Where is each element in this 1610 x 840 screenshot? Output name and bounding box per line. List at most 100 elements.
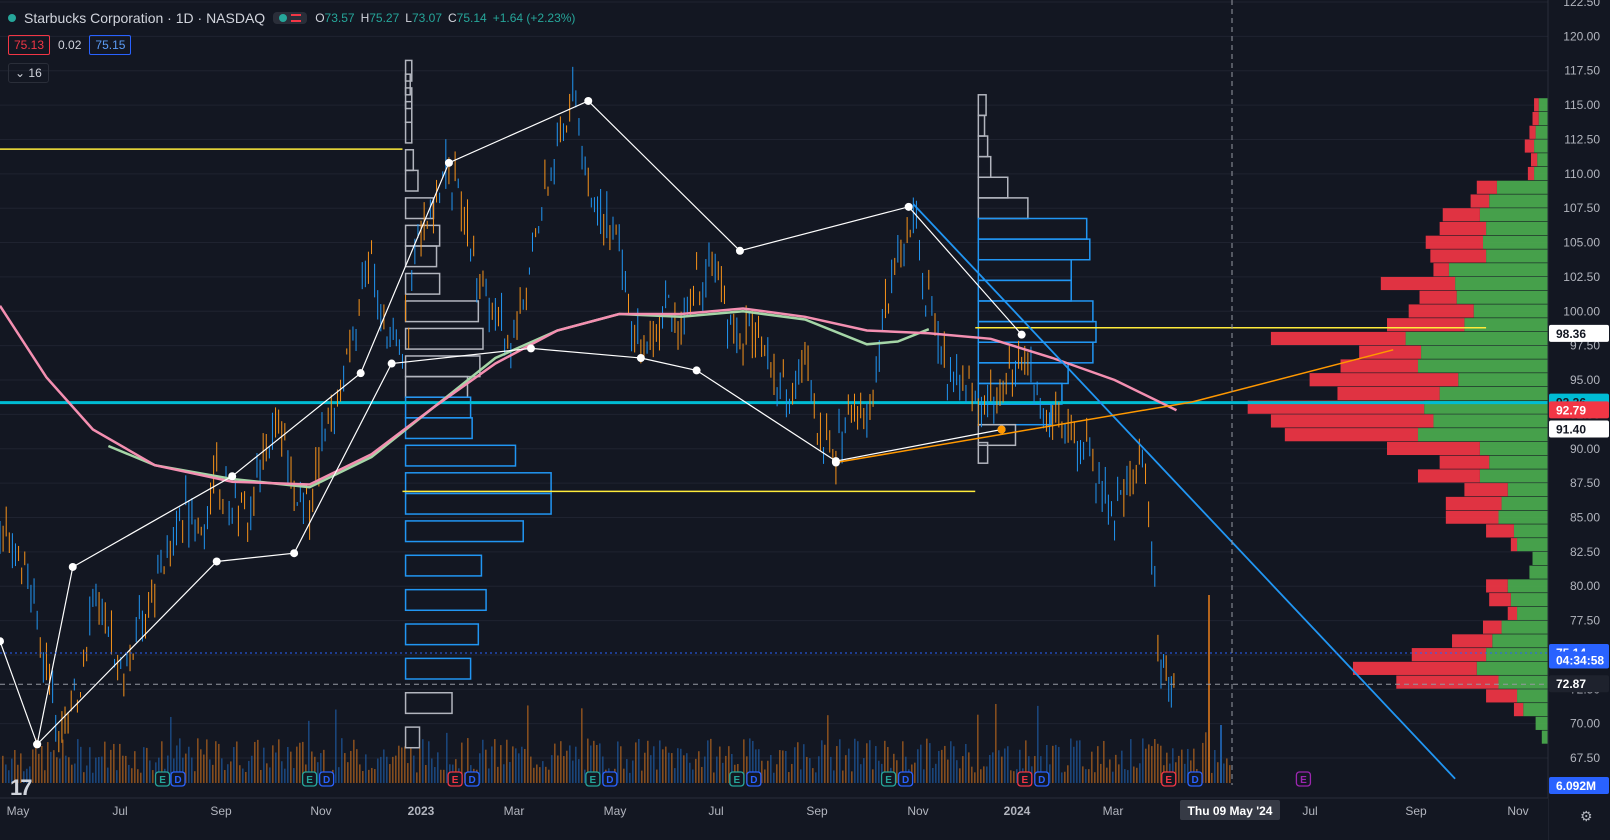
buy-button[interactable]: 75.15 (89, 35, 132, 55)
volume-bar (887, 747, 889, 783)
volume-bar (938, 750, 940, 783)
volume-bar (962, 756, 964, 783)
zigzag-pivot (33, 740, 42, 749)
vp-up-bar (1479, 208, 1548, 222)
volume-bar (584, 769, 586, 783)
vp-up-bar (1523, 703, 1548, 717)
volume-bar (1181, 749, 1183, 783)
vp-down-bar (1430, 249, 1487, 263)
volume-bar (857, 741, 859, 783)
volume-bar (662, 749, 664, 783)
volume-bar (539, 767, 541, 783)
volume-bar (128, 764, 130, 783)
vp-up-bar (1517, 538, 1548, 552)
vp-up-bar (1433, 414, 1548, 428)
volume-bar (14, 749, 16, 783)
vp-down-bar (1337, 386, 1440, 401)
earnings-marker-label: D (902, 775, 909, 786)
volume-bar (1094, 772, 1096, 783)
indicators-collapse-button[interactable]: ⌄ 16 (8, 63, 49, 83)
volume-bar (665, 746, 667, 783)
volume-bar (989, 755, 991, 783)
volume-bar (923, 769, 925, 783)
volume-bar (656, 769, 658, 783)
indicator-toggle[interactable] (273, 12, 308, 24)
sell-button[interactable]: 75.13 (8, 35, 51, 55)
volume-bar (446, 732, 448, 783)
zigzag-pivot (0, 637, 4, 646)
vp-up-bar (1537, 153, 1548, 167)
volume-profile-row (404, 59, 413, 82)
vp-down-bar (1284, 428, 1418, 442)
volume-bar (29, 766, 31, 783)
volume-bar (590, 745, 592, 783)
vp-down-bar (1380, 276, 1456, 291)
time-tick-label: 2023 (408, 804, 435, 818)
vp-up-bar (1489, 194, 1548, 208)
time-tick-label: May (604, 804, 627, 818)
volume-bar (902, 741, 904, 783)
volume-bar (1166, 752, 1168, 783)
volume-bar (125, 755, 127, 783)
zigzag-pivot (387, 359, 396, 368)
vp-down-bar (1433, 263, 1449, 277)
volume-bar (794, 747, 796, 783)
volume-bar (338, 767, 340, 783)
price-tick-label: 117.50 (1564, 64, 1600, 78)
volume-bar (110, 749, 112, 783)
volume-bar (974, 772, 976, 783)
earnings-marker (1034, 771, 1050, 787)
vp-down-bar (1439, 455, 1490, 469)
volume-bar (182, 757, 184, 783)
volume-bar (32, 749, 34, 783)
volume-bar (245, 771, 247, 783)
volume-bar (779, 750, 781, 783)
volume-bar (275, 752, 277, 783)
volume-bar (302, 741, 304, 783)
vp-down-bar (1309, 373, 1459, 387)
volume-bar (401, 747, 403, 783)
volume-bar (593, 740, 595, 783)
volume-bar (50, 751, 52, 783)
volume-bar (674, 768, 676, 783)
volume-bar (581, 708, 583, 783)
earnings-marker (602, 771, 618, 787)
volume-bar (1145, 748, 1147, 783)
volume-bar (5, 764, 7, 783)
volume-bar (380, 756, 382, 783)
volume-bar (344, 753, 346, 783)
volume-bar (1118, 764, 1120, 783)
volume-profile-row (404, 657, 472, 680)
volume-bar (1085, 769, 1087, 783)
volume-bar (311, 751, 313, 783)
volume-badge-label: 6.092M (1556, 779, 1596, 793)
volume-bar (428, 741, 430, 783)
volume-bar (1088, 769, 1090, 783)
volume-profile-row (404, 87, 413, 110)
vp-up-bar (1529, 565, 1548, 579)
vp-down-bar (1476, 180, 1497, 194)
vp-up-bar (1498, 510, 1548, 524)
volume-bar (668, 752, 670, 783)
symbol-title[interactable]: Starbucks Corporation · 1D · NASDAQ (24, 10, 266, 26)
volume-bar (689, 762, 691, 783)
gear-icon[interactable]: ⚙ (1580, 808, 1593, 824)
volume-bar (377, 758, 379, 783)
volume-bar (1034, 756, 1036, 783)
volume-bar (68, 757, 70, 783)
zigzag-pivot (212, 557, 221, 566)
trend-anchor (831, 458, 840, 467)
volume-profile-row (404, 492, 552, 515)
time-tick-label: Jul (112, 804, 127, 818)
volume-bar (749, 738, 751, 783)
volume-bar (764, 769, 766, 783)
volume-bar (800, 769, 802, 783)
price-tick-label: 107.50 (1563, 201, 1600, 215)
volume-bar (926, 738, 928, 783)
zigzag-pivot (290, 549, 299, 558)
price-tick-label: 67.50 (1570, 751, 1600, 765)
volume-bar (500, 745, 502, 783)
volume-bar (641, 770, 643, 783)
volume-bar (716, 756, 718, 783)
